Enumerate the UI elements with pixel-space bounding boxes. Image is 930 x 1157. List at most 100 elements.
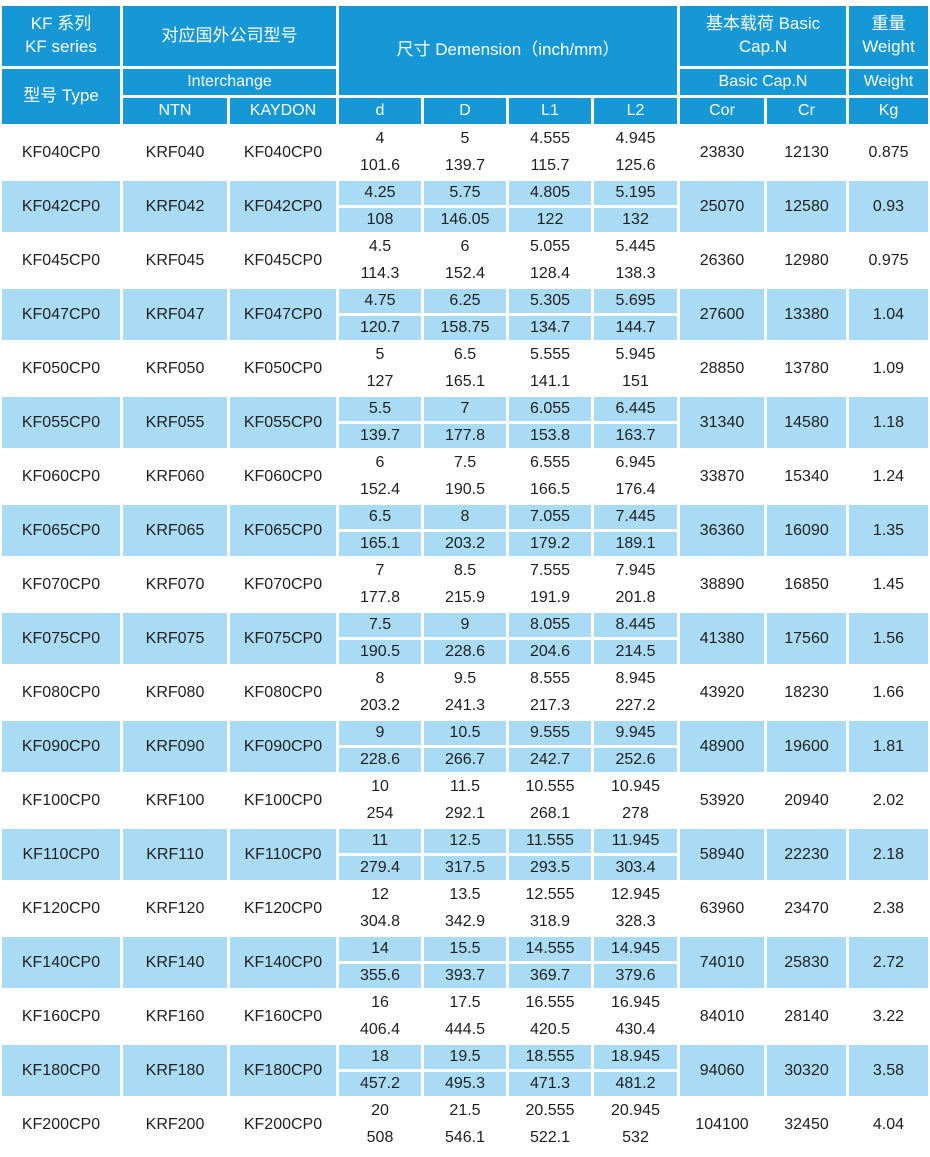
cell-ntn: KRF050	[123, 343, 227, 394]
cell-L1: 7.555 191.9	[509, 559, 591, 610]
cell-kg: 3.22	[849, 991, 928, 1042]
value-D-inch: 6	[424, 235, 506, 259]
value-L2-mm: 532	[594, 1126, 677, 1150]
cell-D: 6.5 165.1	[424, 343, 506, 394]
cell-D: 9.5 241.3	[424, 667, 506, 718]
cell-kaydon: KF042CP0	[230, 181, 336, 232]
header-col-L2: L2	[594, 98, 677, 124]
cell-D: 12.5 317.5	[424, 829, 506, 880]
value-d-inch: 9	[339, 721, 421, 745]
cell-cr: 16850	[767, 559, 846, 610]
value-d-mm: 279.4	[339, 856, 421, 880]
value-d-inch: 12	[339, 883, 421, 907]
value-d-mm: 152.4	[339, 478, 421, 502]
cell-cor: 53920	[680, 775, 764, 826]
header-basic-cap: 基本载荷 Basic Cap.N	[680, 6, 846, 66]
header-weight: 重量 Weight	[849, 6, 928, 66]
value-L2-inch: 14.945	[594, 937, 677, 961]
cell-kaydon: KF050CP0	[230, 343, 336, 394]
cell-model-type: KF100CP0	[2, 775, 120, 826]
value-L1-inch: 16.555	[509, 991, 591, 1015]
value-L1-mm: 293.5	[509, 856, 591, 880]
value-L2-mm: 125.6	[594, 154, 677, 178]
cell-ntn: KRF047	[123, 289, 227, 340]
cell-ntn: KRF065	[123, 505, 227, 556]
value-L2-mm: 151	[594, 370, 677, 394]
value-L2-inch: 6.945	[594, 451, 677, 475]
cell-model-type: KF047CP0	[2, 289, 120, 340]
cell-L2: 11.945 303.4	[594, 829, 677, 880]
table-row: KF120CP0 KRF120 KF120CP0 12 304.8 13.5 3…	[2, 883, 928, 934]
value-L2-mm: 214.5	[594, 640, 677, 664]
cell-cor: 48900	[680, 721, 764, 772]
value-d-inch: 4	[339, 127, 421, 151]
value-D-inch: 21.5	[424, 1099, 506, 1123]
value-L1-inch: 9.555	[509, 721, 591, 745]
cell-kg: 2.38	[849, 883, 928, 934]
value-L1-mm: 217.3	[509, 694, 591, 718]
cell-kg: 1.09	[849, 343, 928, 394]
value-d-mm: 190.5	[339, 640, 421, 664]
cell-kg: 1.56	[849, 613, 928, 664]
table-row: KF200CP0 KRF200 KF200CP0 20 508 21.5 546…	[2, 1099, 928, 1150]
cell-d: 4.25 108	[339, 181, 421, 232]
value-D-mm: 317.5	[424, 856, 506, 880]
value-L1-inch: 6.055	[509, 397, 591, 421]
value-d-inch: 4.75	[339, 289, 421, 313]
value-L1-inch: 5.555	[509, 343, 591, 367]
value-D-inch: 17.5	[424, 991, 506, 1015]
cell-d: 4.75 120.7	[339, 289, 421, 340]
cell-d: 11 279.4	[339, 829, 421, 880]
value-L1-inch: 18.555	[509, 1045, 591, 1069]
cell-model-type: KF140CP0	[2, 937, 120, 988]
value-D-mm: 152.4	[424, 262, 506, 286]
cell-ntn: KRF100	[123, 775, 227, 826]
cell-cr: 12980	[767, 235, 846, 286]
cell-L2: 8.945 227.2	[594, 667, 677, 718]
header-dimension: 尺寸 Demension（inch/mm）	[339, 6, 677, 95]
cell-D: 6 152.4	[424, 235, 506, 286]
cell-L1: 10.555 268.1	[509, 775, 591, 826]
cell-d: 20 508	[339, 1099, 421, 1150]
cell-L1: 9.555 242.7	[509, 721, 591, 772]
value-d-mm: 127	[339, 370, 421, 394]
cell-kg: 2.72	[849, 937, 928, 988]
value-D-inch: 15.5	[424, 937, 506, 961]
cell-L2: 7.445 189.1	[594, 505, 677, 556]
value-d-mm: 228.6	[339, 748, 421, 772]
value-L1-mm: 166.5	[509, 478, 591, 502]
cell-cr: 14580	[767, 397, 846, 448]
value-L2-mm: 176.4	[594, 478, 677, 502]
cell-cr: 12580	[767, 181, 846, 232]
table-row: KF045CP0 KRF045 KF045CP0 4.5 114.3 6 152…	[2, 235, 928, 286]
cell-cor: 41380	[680, 613, 764, 664]
value-L1-mm: 128.4	[509, 262, 591, 286]
cell-L1: 6.055 153.8	[509, 397, 591, 448]
cell-model-type: KF070CP0	[2, 559, 120, 610]
cell-L1: 4.805 122	[509, 181, 591, 232]
value-L2-mm: 278	[594, 802, 677, 826]
value-D-mm: 393.7	[424, 964, 506, 988]
header-basic-cap-sub: Basic Cap.N	[680, 69, 846, 95]
cell-D: 5.75 146.05	[424, 181, 506, 232]
table-row: KF180CP0 KRF180 KF180CP0 18 457.2 19.5 4…	[2, 1045, 928, 1096]
cell-kg: 0.93	[849, 181, 928, 232]
cell-model-type: KF065CP0	[2, 505, 120, 556]
cell-L2: 20.945 532	[594, 1099, 677, 1150]
value-L2-inch: 10.945	[594, 775, 677, 799]
cell-L1: 4.555 115.7	[509, 127, 591, 178]
value-d-mm: 508	[339, 1126, 421, 1150]
cell-cor: 74010	[680, 937, 764, 988]
value-d-mm: 254	[339, 802, 421, 826]
cell-d: 7 177.8	[339, 559, 421, 610]
value-D-mm: 203.2	[424, 532, 506, 556]
header-basic-cap-line1: 基本载荷 Basic	[705, 14, 821, 34]
cell-model-type: KF180CP0	[2, 1045, 120, 1096]
value-d-mm: 139.7	[339, 424, 421, 448]
cell-L2: 6.945 176.4	[594, 451, 677, 502]
cell-model-type: KF055CP0	[2, 397, 120, 448]
value-L1-inch: 4.805	[509, 181, 591, 205]
cell-model-type: KF110CP0	[2, 829, 120, 880]
value-L2-inch: 6.445	[594, 397, 677, 421]
value-L1-mm: 268.1	[509, 802, 591, 826]
